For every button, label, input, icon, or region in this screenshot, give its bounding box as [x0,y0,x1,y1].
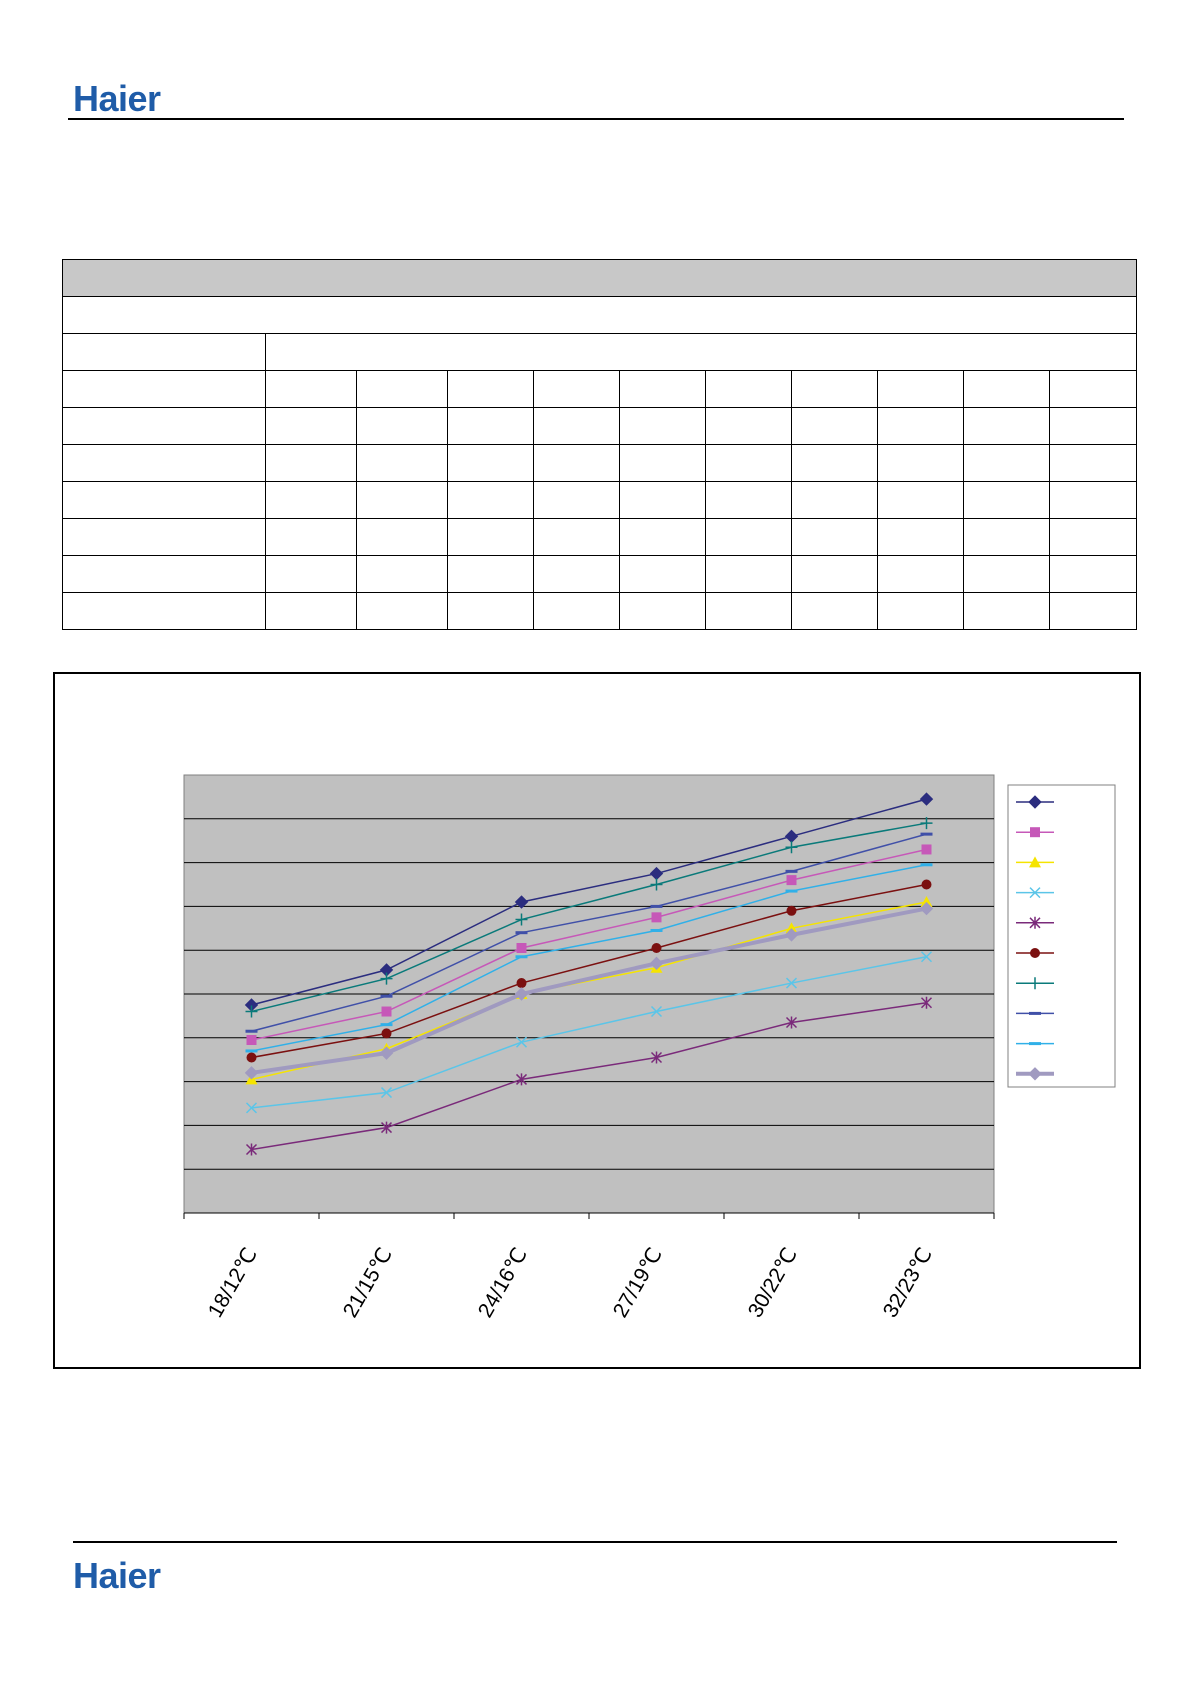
series-line [251,848,927,1041]
data-point [245,1102,258,1114]
data-point [785,841,798,854]
footer-rule [73,1541,1117,1543]
data-point [920,996,933,1009]
table-row [62,407,1138,445]
data-point [381,1006,392,1017]
data-point [246,1052,257,1063]
data-point [515,931,528,935]
data-point [650,878,663,891]
data-point [921,844,932,855]
series-line [251,798,927,1006]
data-point [379,1046,394,1060]
data-point [920,896,933,908]
data-point [650,1051,663,1064]
table-row [61,296,1138,334]
table-row [62,555,1138,593]
data-point [515,955,528,959]
data-point [246,1034,257,1045]
series-line [251,822,927,1013]
table-row [62,518,1138,556]
data-point [649,956,664,971]
data-point [651,912,662,923]
data-point [515,1036,528,1048]
data-point [516,943,527,954]
data-point [785,1016,798,1029]
data-point [920,817,933,830]
x-tick-label: 24/16℃ [474,1244,532,1321]
legend-box [1007,784,1116,1088]
data-point [1028,795,1042,809]
x-tick-label: 21/15℃ [339,1244,397,1321]
data-point [380,1087,393,1099]
data-point [1030,948,1040,958]
data-point [516,978,527,989]
data-point [785,977,798,989]
data-point [784,928,799,942]
data-point [786,875,797,886]
data-point [245,1143,258,1156]
series-line [251,956,927,1109]
data-point [1030,827,1040,838]
data-point [245,1005,258,1018]
table-row [62,333,1138,371]
data-point [515,1073,528,1086]
x-tick-label: 27/19℃ [609,1244,667,1321]
data-point [785,869,798,873]
data-point [921,879,932,890]
data-point [380,994,393,998]
data-point [920,951,933,963]
data-point [651,943,662,954]
data-point [1028,1067,1042,1081]
series-line [251,833,927,1032]
table-header-row [61,259,1138,297]
data-point [1029,1011,1041,1015]
table-row [62,481,1138,519]
chart-frame [53,672,1141,1369]
table-row [62,444,1138,482]
data-point [514,987,529,1001]
x-tick-label: 32/23℃ [879,1244,937,1321]
data-point [515,913,528,926]
data-point [1029,1042,1041,1046]
series-line [251,901,927,1081]
data-point [380,1023,393,1027]
data-point [380,972,393,985]
data-point [1029,977,1041,990]
data-point [650,904,663,908]
data-point [919,792,934,806]
data-point [919,901,934,916]
footer-logo: Haier [73,1555,161,1596]
data-point [650,928,663,932]
series-line [251,906,927,1075]
data-point [785,922,798,934]
header-logo: Haier [73,78,161,119]
data-point [920,832,933,836]
data-point [786,905,797,916]
data-point [920,863,933,867]
data-point [785,889,798,893]
data-point [245,1049,258,1053]
spec-table [61,259,1138,630]
header-rule [68,118,1124,120]
data-point [245,1029,258,1033]
x-tick-label: 18/12℃ [204,1244,262,1321]
x-tick-label: 30/22℃ [744,1244,802,1321]
data-point [381,1028,392,1039]
series-line [251,864,927,1052]
data-point [380,1121,393,1134]
series-line [251,1002,927,1151]
table-row [62,592,1138,630]
data-point [1029,887,1041,899]
data-point [244,1066,259,1080]
data-point [514,895,529,909]
data-point [650,1005,663,1018]
data-point [1029,856,1041,868]
data-point [1029,916,1041,929]
series-line [251,883,927,1059]
